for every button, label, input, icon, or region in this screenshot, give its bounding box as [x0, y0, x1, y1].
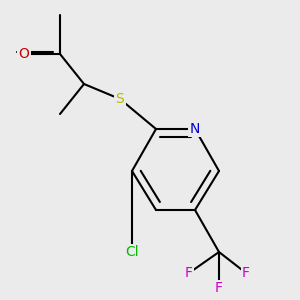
Text: N: N: [190, 122, 200, 136]
Text: S: S: [116, 92, 124, 106]
Text: F: F: [215, 281, 223, 295]
Text: O: O: [19, 47, 29, 61]
Text: F: F: [242, 266, 250, 280]
Text: F: F: [185, 266, 193, 280]
Text: Cl: Cl: [125, 245, 139, 259]
